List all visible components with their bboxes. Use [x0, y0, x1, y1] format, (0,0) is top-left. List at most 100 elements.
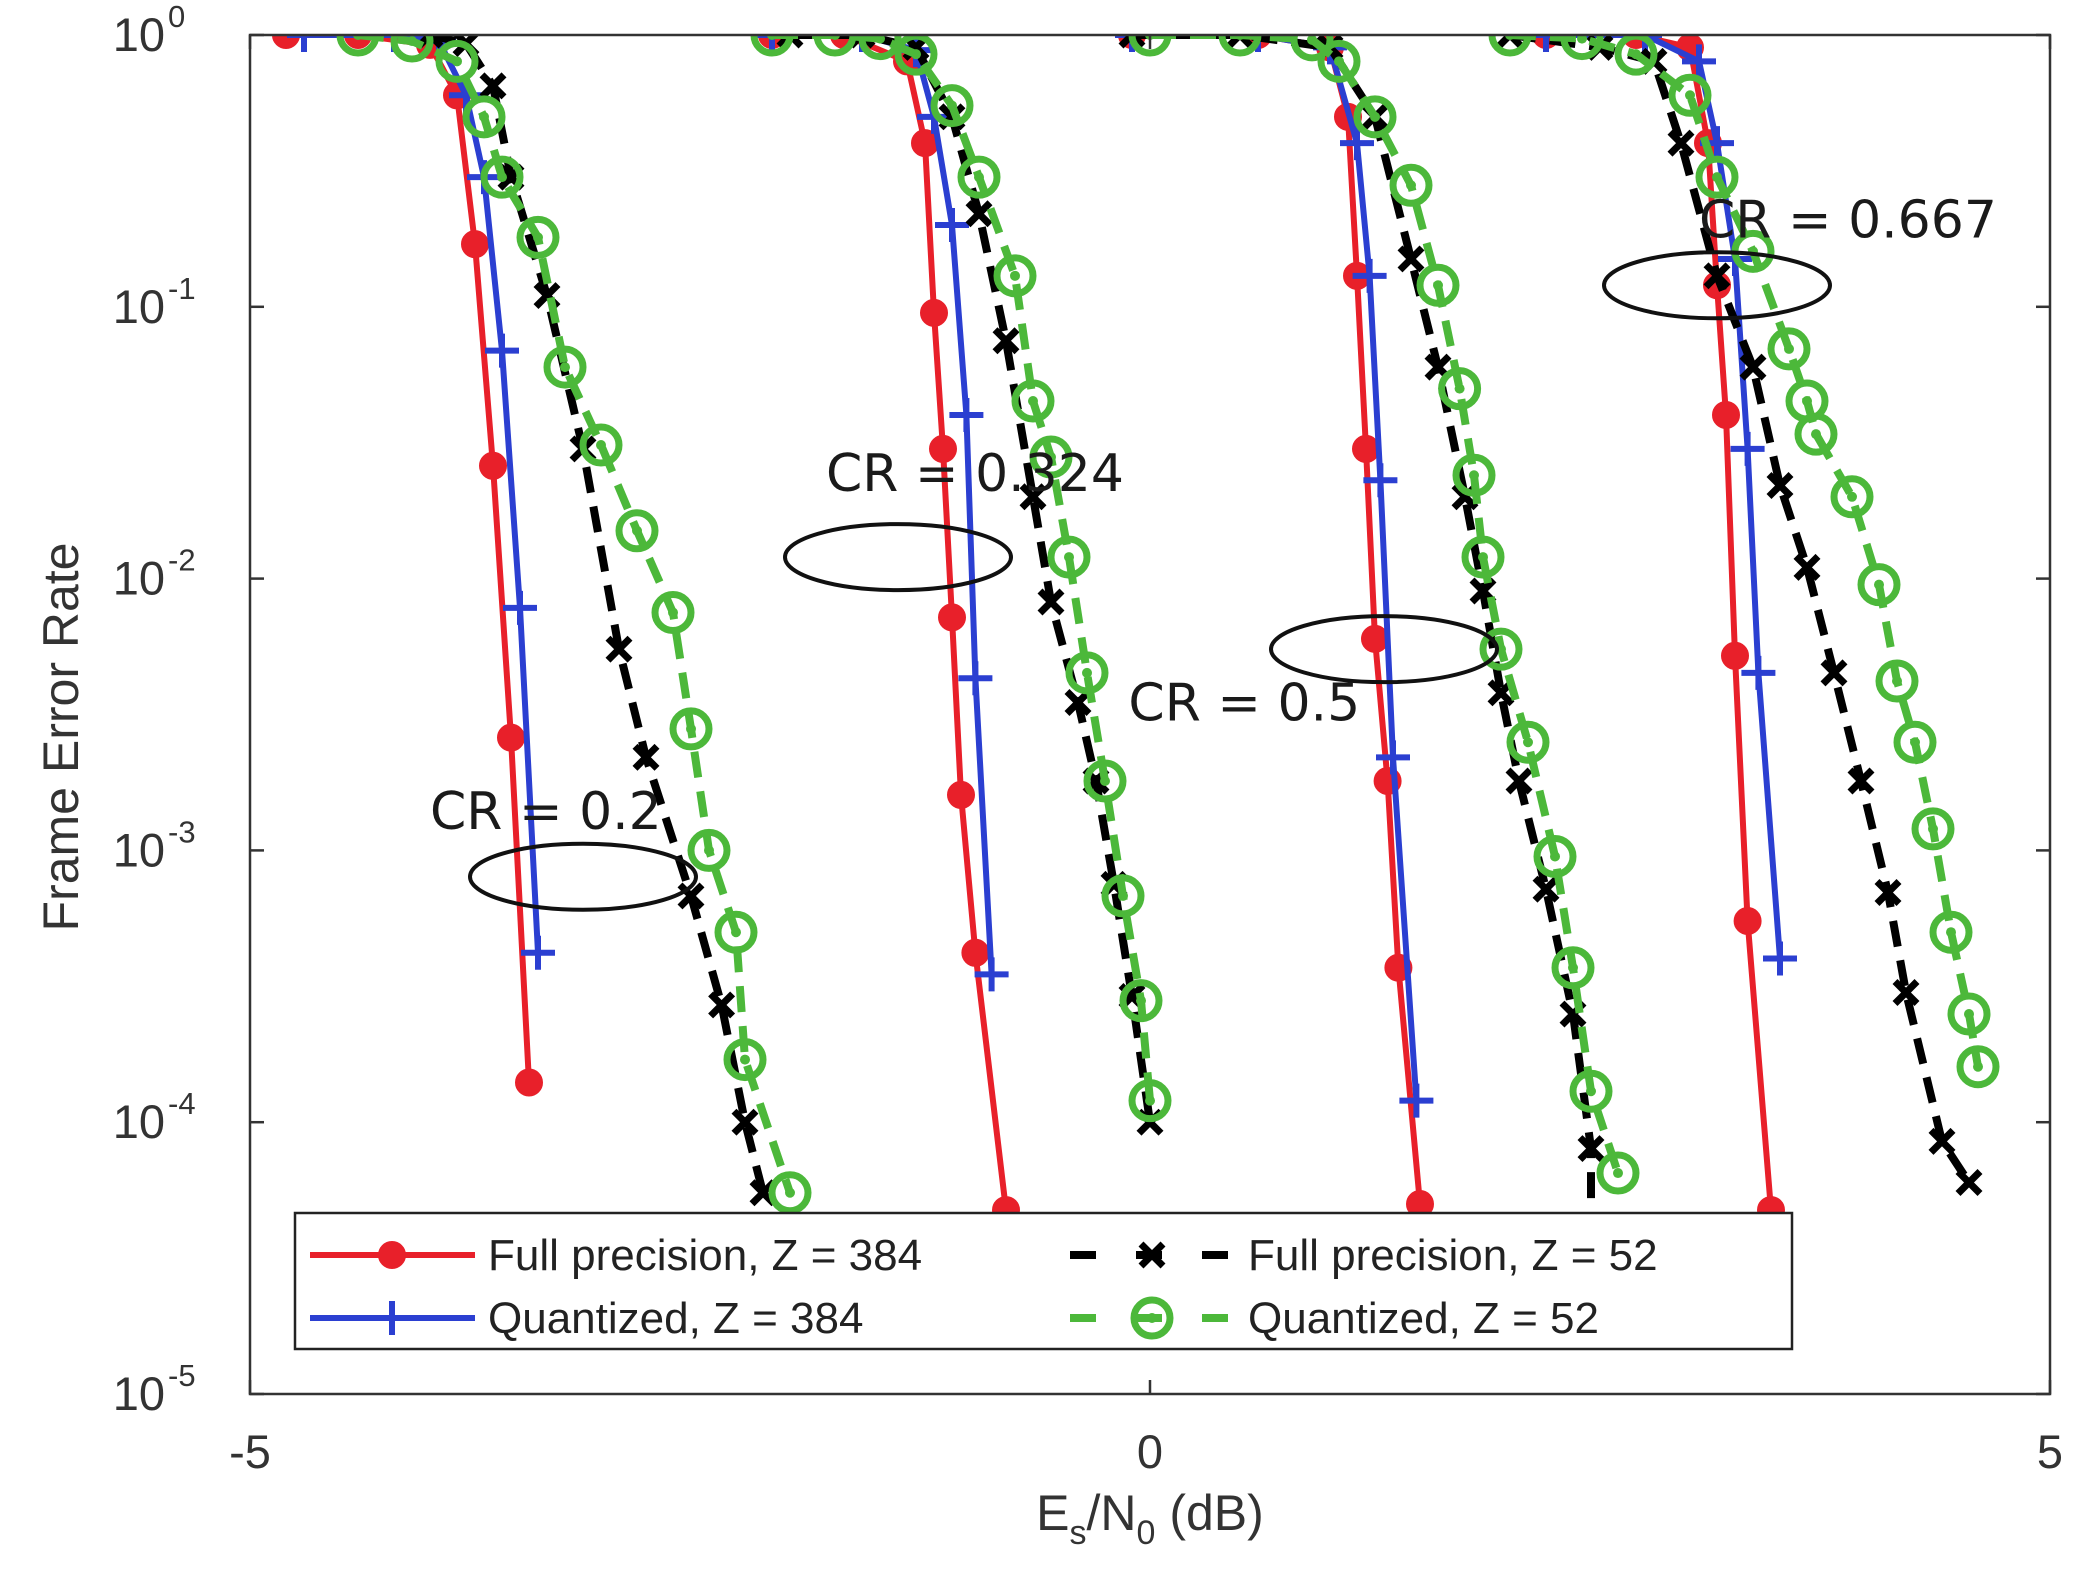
data-point-quantized-z-384-curve-3-8	[1399, 1083, 1434, 1118]
data-point-quantized-z-384-curve-3-4	[1340, 126, 1374, 161]
data-point-quantized-z-384-curve-1-8	[521, 935, 555, 970]
data-point-quantized-z-52-curve-2-6-core	[974, 172, 984, 183]
series-line-quantized-z-52-curve-2	[772, 35, 1154, 1102]
data-point-full-precision-z-384-curve-2-8	[947, 780, 975, 809]
data-point-quantized-z-52-curve-4-11	[1857, 563, 1901, 607]
data-point-quantized-z-52-curve-2-5	[930, 84, 974, 128]
data-point-quantized-z-52-curve-4-7	[1767, 327, 1811, 371]
data-point-quantized-z-52-curve-2-7	[993, 254, 1037, 298]
legend-label-2: Quantized, Z = 384	[488, 1294, 863, 1343]
data-point-full-precision-z-384-curve-1-5	[461, 230, 489, 259]
data-point-quantized-z-52-curve-1-14-core	[740, 1054, 750, 1065]
data-point-quantized-z-52-curve-1-12-core	[704, 845, 714, 856]
series-line-full-precision-z-52-curve-4	[1509, 35, 1973, 1185]
data-point-quantized-z-52-curve-2-11-core	[1082, 667, 1092, 678]
data-point-quantized-z-384-curve-1-1	[287, 35, 321, 52]
series-line-full-precision-z-52-curve-1	[429, 35, 767, 1194]
y-tick-label-exp-3: -3	[168, 814, 196, 849]
data-point-quantized-z-384-curve-4-8	[1763, 941, 1797, 976]
data-point-quantized-z-52-curve-3-14	[1551, 946, 1595, 990]
data-point-quantized-z-52-curve-2-2	[813, 35, 857, 57]
y-tick-label-2: 10	[113, 552, 165, 605]
y-tick-label-5: 10	[113, 1367, 165, 1420]
data-point-quantized-z-384-curve-2-7	[958, 661, 993, 696]
cr-highlight-ellipse-2	[783, 522, 1013, 593]
data-point-quantized-z-52-curve-3-9	[1452, 453, 1496, 497]
data-point-quantized-z-52-curve-2-9-core	[1046, 452, 1056, 463]
data-point-full-precision-z-52-curve-4-1	[1496, 35, 1524, 49]
data-point-full-precision-z-384-curve-4-7	[1721, 641, 1749, 670]
y-axis-title: Frame Error Rate	[33, 543, 89, 932]
data-point-quantized-z-52-curve-1-5	[480, 155, 524, 199]
x-axis-title-e: E	[1036, 1485, 1069, 1541]
data-point-quantized-z-52-curve-4-1	[1488, 35, 1532, 57]
data-point-quantized-z-52-curve-3-5-core	[1370, 111, 1380, 122]
data-point-quantized-z-52-curve-3-1	[1128, 35, 1172, 57]
data-point-quantized-z-52-curve-4-9	[1794, 412, 1838, 456]
data-point-quantized-z-52-curve-2-1	[750, 35, 794, 57]
data-point-quantized-z-52-curve-1-4-core	[479, 111, 489, 122]
data-point-full-precision-z-384-curve-2-6	[929, 434, 957, 463]
data-point-quantized-z-52-curve-2-13-core	[1118, 890, 1128, 901]
data-point-quantized-z-52-curve-2-15	[1128, 1079, 1172, 1123]
data-point-quantized-z-52-curve-4-4	[1668, 73, 1712, 117]
series-line-full-precision-z-384-curve-2	[772, 35, 1009, 1211]
data-point-quantized-z-52-curve-3-13-core	[1550, 851, 1560, 862]
data-point-quantized-z-52-curve-4-9-core	[1811, 429, 1821, 440]
data-point-quantized-z-52-curve-3-8-core	[1454, 383, 1465, 394]
data-point-quantized-z-52-curve-2-3	[858, 35, 902, 61]
data-point-quantized-z-384-curve-3-7	[1376, 740, 1410, 775]
data-point-quantized-z-52-curve-3-15	[1569, 1069, 1613, 1113]
cr-annotation-4: CR = 0.667	[1699, 190, 1997, 250]
data-point-quantized-z-52-curve-3-16-core	[1613, 1168, 1623, 1179]
cr-highlight-ellipse-4	[1602, 250, 1832, 321]
data-point-quantized-z-384-curve-2-8	[974, 957, 1009, 992]
data-point-quantized-z-52-curve-3-4	[1317, 39, 1361, 83]
data-point-full-precision-z-52-curve-2-1	[776, 35, 804, 49]
data-point-full-precision-z-52-curve-4-9	[1820, 659, 1848, 687]
data-point-quantized-z-52-curve-1-8	[579, 423, 623, 467]
data-point-quantized-z-52-curve-2-10-core	[1064, 552, 1074, 563]
data-point-quantized-z-52-curve-4-15-core	[1946, 927, 1956, 938]
data-point-full-precision-z-52-curve-4-10	[1847, 767, 1875, 795]
data-point-quantized-z-52-curve-1-13	[714, 910, 758, 954]
legend-marker-2	[375, 1301, 409, 1335]
data-point-quantized-z-52-curve-4-12	[1875, 659, 1919, 703]
data-point-quantized-z-52-curve-2-9	[1029, 435, 1073, 479]
data-point-full-precision-z-52-curve-1-8	[632, 743, 660, 771]
data-point-full-precision-z-52-curve-4-13	[1928, 1127, 1956, 1155]
data-point-quantized-z-384-curve-2-5	[935, 207, 969, 242]
data-point-quantized-z-52-curve-4-14-core	[1928, 823, 1938, 834]
data-point-full-precision-z-52-curve-4-7	[1766, 472, 1794, 500]
data-point-quantized-z-52-curve-2-5-core	[947, 100, 957, 111]
cr-annotation-2: CR = 0.324	[826, 444, 1124, 504]
data-point-quantized-z-52-curve-4-13	[1893, 720, 1937, 764]
x-axis-title-n-sub: 0	[1137, 1514, 1156, 1552]
data-point-full-precision-z-384-curve-1-7	[497, 723, 525, 752]
data-point-quantized-z-52-curve-4-7-core	[1784, 343, 1794, 354]
data-point-quantized-z-52-curve-4-16-core	[1964, 1009, 1974, 1020]
data-point-quantized-z-52-curve-1-15-core	[785, 1187, 795, 1198]
data-point-quantized-z-52-curve-1-4	[462, 95, 506, 139]
data-point-quantized-z-52-curve-2-4-core	[911, 49, 921, 60]
data-point-quantized-z-52-curve-3-2	[1218, 35, 1262, 57]
data-point-quantized-z-52-curve-2-6	[957, 155, 1001, 199]
data-point-quantized-z-52-curve-4-14	[1911, 807, 1955, 851]
data-point-full-precision-z-52-curve-4-8	[1793, 553, 1821, 581]
data-point-full-precision-z-52-curve-3-2	[1226, 35, 1254, 49]
data-point-quantized-z-52-curve-3-12-core	[1523, 737, 1533, 748]
data-point-quantized-z-384-curve-4-3	[1682, 44, 1716, 79]
cr-highlight-ellipse-1	[468, 841, 698, 912]
data-point-quantized-z-52-curve-4-5-core	[1712, 172, 1722, 183]
data-point-quantized-z-52-curve-4-13-core	[1910, 737, 1920, 748]
y-tick-label-0: 10	[113, 8, 165, 61]
data-point-quantized-z-52-curve-1-11-core	[686, 723, 696, 734]
legend-label-1: Full precision, Z = 384	[488, 1231, 922, 1280]
data-point-quantized-z-52-curve-1-15	[768, 1171, 812, 1215]
data-point-quantized-z-52-curve-4-5	[1695, 155, 1739, 199]
x-axis-title-unit: (dB)	[1155, 1485, 1263, 1541]
data-point-full-precision-z-52-curve-1-9	[677, 882, 705, 910]
data-point-quantized-z-52-curve-3-12	[1506, 720, 1550, 764]
x-axis-title-e-sub: s	[1070, 1514, 1087, 1552]
